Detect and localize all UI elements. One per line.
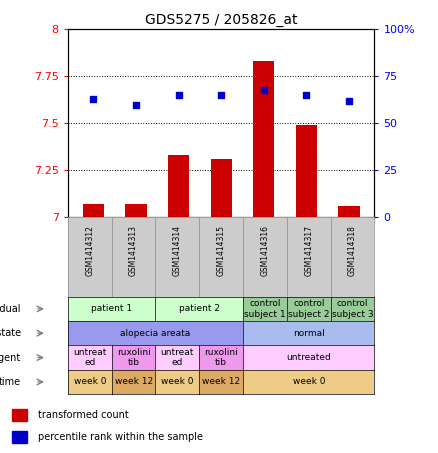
Point <box>175 92 182 99</box>
Text: week 0: week 0 <box>161 377 194 386</box>
Text: time: time <box>0 377 21 387</box>
Text: GSM1414314: GSM1414314 <box>173 226 182 276</box>
Bar <box>168 155 189 217</box>
Point <box>346 97 353 105</box>
Text: disease state: disease state <box>0 328 21 338</box>
Bar <box>125 204 147 217</box>
Bar <box>83 204 104 217</box>
Bar <box>253 62 275 217</box>
Point <box>218 92 225 99</box>
Text: GSM1414315: GSM1414315 <box>217 226 226 276</box>
Bar <box>211 159 232 217</box>
Point <box>90 96 97 103</box>
Text: control
subject 1: control subject 1 <box>244 299 286 318</box>
Text: normal: normal <box>293 329 325 338</box>
Text: GSM1414317: GSM1414317 <box>304 226 313 276</box>
Title: GDS5275 / 205826_at: GDS5275 / 205826_at <box>145 13 297 27</box>
Text: percentile rank within the sample: percentile rank within the sample <box>38 432 203 442</box>
Text: patient 2: patient 2 <box>179 304 220 313</box>
Text: GSM1414313: GSM1414313 <box>129 226 138 276</box>
Text: week 0: week 0 <box>74 377 106 386</box>
Text: control
subject 2: control subject 2 <box>288 299 329 318</box>
Text: patient 1: patient 1 <box>91 304 132 313</box>
Text: untreated: untreated <box>286 353 331 362</box>
Text: transformed count: transformed count <box>38 410 128 420</box>
Text: GSM1414318: GSM1414318 <box>348 226 357 276</box>
Bar <box>296 125 317 217</box>
Point <box>303 92 310 99</box>
Bar <box>338 206 360 217</box>
Text: week 12: week 12 <box>114 377 153 386</box>
Bar <box>12 409 27 421</box>
Text: control
subject 3: control subject 3 <box>332 299 374 318</box>
Text: untreat
ed: untreat ed <box>161 348 194 367</box>
Text: individual: individual <box>0 304 21 314</box>
Text: ruxolini
tib: ruxolini tib <box>117 348 151 367</box>
Text: ruxolini
tib: ruxolini tib <box>204 348 238 367</box>
Text: alopecia areata: alopecia areata <box>120 329 191 338</box>
Bar <box>12 431 27 443</box>
Text: untreat
ed: untreat ed <box>73 348 106 367</box>
Text: agent: agent <box>0 352 21 362</box>
Text: week 0: week 0 <box>293 377 325 386</box>
Text: GSM1414316: GSM1414316 <box>261 226 269 276</box>
Text: week 12: week 12 <box>202 377 240 386</box>
Text: GSM1414312: GSM1414312 <box>85 226 94 276</box>
Point <box>133 101 140 108</box>
Point <box>260 86 267 93</box>
